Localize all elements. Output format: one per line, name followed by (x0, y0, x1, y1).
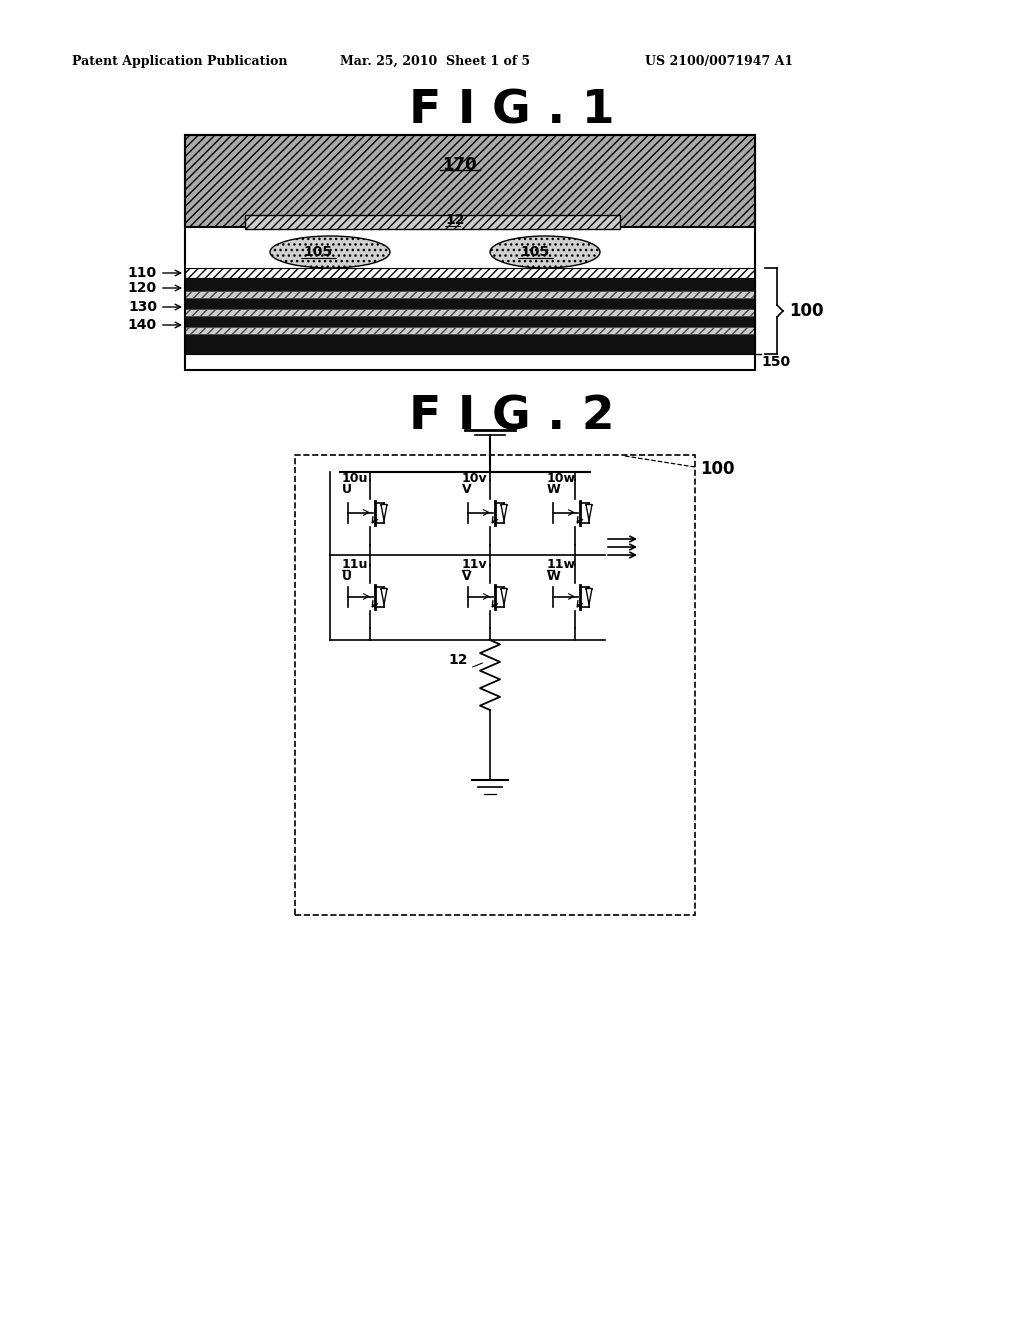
Text: W: W (547, 570, 561, 583)
Text: V: V (462, 570, 472, 583)
Text: 105: 105 (520, 246, 550, 259)
Text: 120: 120 (128, 281, 157, 294)
Bar (185, 268, 755, 279)
Text: 105: 105 (303, 246, 333, 259)
Text: F I G . 2: F I G . 2 (410, 395, 614, 440)
Text: Patent Application Publication: Patent Application Publication (72, 55, 288, 69)
Text: 12: 12 (445, 213, 465, 227)
Bar (185, 135, 755, 227)
Bar (295, 455, 695, 915)
Text: W: W (547, 483, 561, 496)
Text: 12: 12 (449, 653, 468, 667)
Text: 11u: 11u (342, 558, 369, 572)
Polygon shape (586, 504, 592, 520)
Polygon shape (586, 589, 592, 605)
Text: 11v: 11v (462, 558, 487, 572)
Text: U: U (342, 570, 352, 583)
Bar (185, 279, 755, 298)
Text: F I G . 1: F I G . 1 (410, 88, 614, 133)
Text: US 2100/0071947 A1: US 2100/0071947 A1 (645, 55, 794, 69)
Bar (185, 327, 755, 334)
Text: 130: 130 (128, 300, 157, 314)
Polygon shape (381, 589, 387, 605)
Polygon shape (501, 589, 507, 605)
Text: 140: 140 (128, 318, 157, 333)
Ellipse shape (490, 236, 600, 268)
Text: 10w: 10w (547, 473, 575, 484)
Bar (245, 215, 620, 228)
Text: 10u: 10u (342, 473, 369, 484)
Ellipse shape (270, 236, 390, 268)
Polygon shape (501, 504, 507, 520)
Bar (185, 334, 755, 354)
Text: 110: 110 (128, 267, 157, 280)
Text: 170: 170 (442, 156, 477, 174)
Bar (185, 309, 755, 315)
Bar (185, 290, 755, 298)
Bar (185, 135, 755, 370)
Text: U: U (342, 483, 352, 496)
Text: 10v: 10v (462, 473, 487, 484)
Bar (185, 315, 755, 334)
Text: V: V (462, 483, 472, 496)
Text: 11w: 11w (547, 558, 575, 572)
Text: 100: 100 (700, 459, 734, 478)
Bar (185, 298, 755, 315)
Polygon shape (381, 504, 387, 520)
Text: Mar. 25, 2010  Sheet 1 of 5: Mar. 25, 2010 Sheet 1 of 5 (340, 55, 530, 69)
Text: 100: 100 (790, 302, 823, 319)
Text: 150: 150 (761, 355, 791, 370)
